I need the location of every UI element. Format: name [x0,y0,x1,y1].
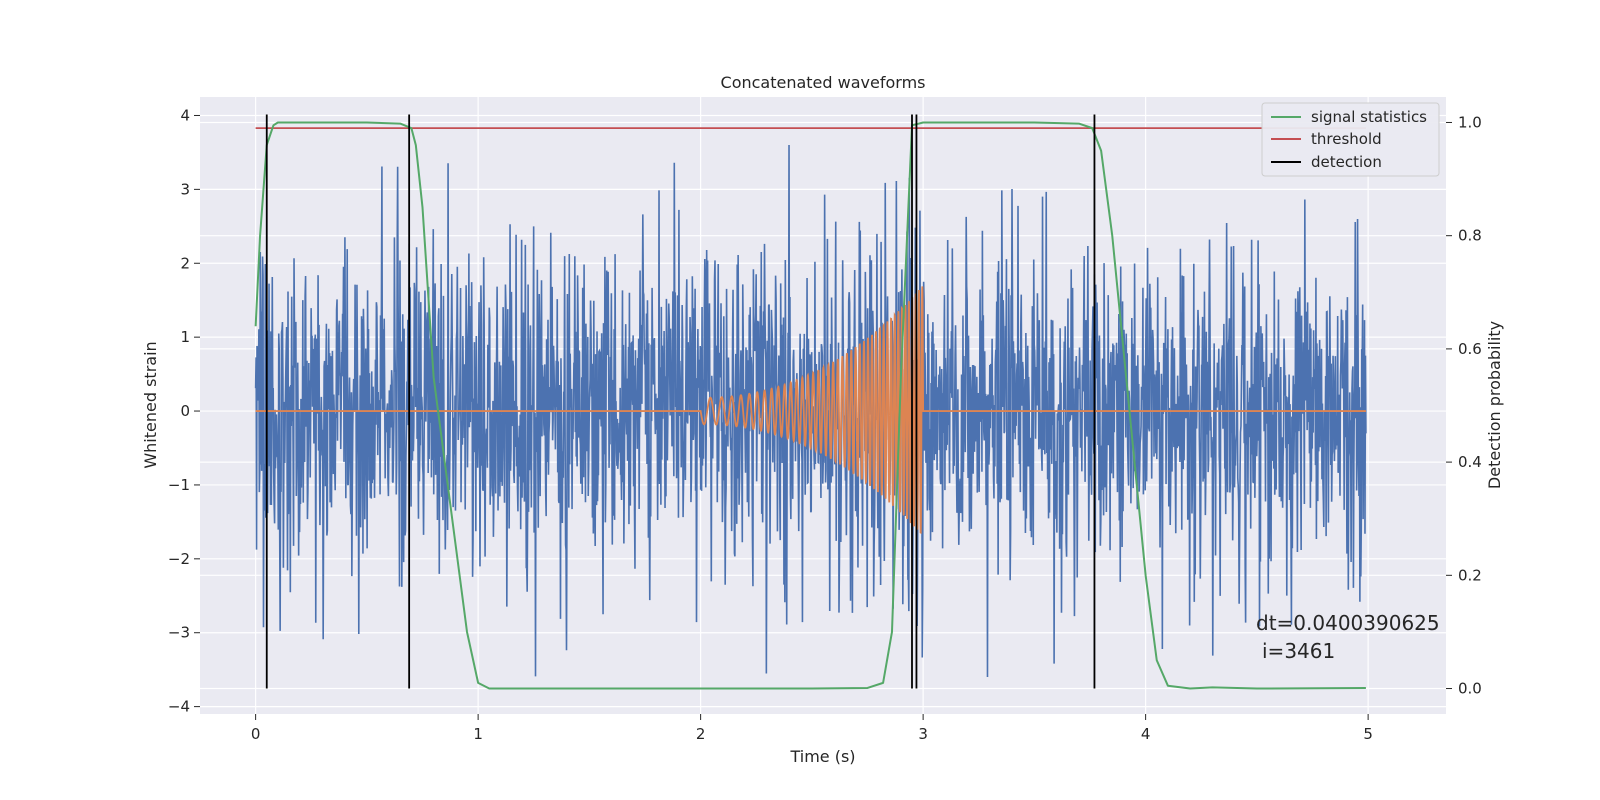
y-tick-label-left: 4 [180,106,190,124]
y-tick-label-left: −4 [168,698,190,716]
strain-noise-line [254,145,1367,678]
annotation-i: i=3461 [1262,639,1335,663]
signal-statistics-line [254,121,1366,690]
y-tick-label-left: 2 [180,254,190,272]
y-tick-label-left: −2 [168,550,190,568]
legend-entry-threshold: threshold [1311,130,1382,148]
x-tick-label: 2 [696,725,706,743]
legend-entry-detection: detection [1311,153,1382,171]
y-tick-label-left: 0 [180,402,190,420]
x-tick-label: 1 [473,725,483,743]
y-tick-label-right: 0.2 [1458,566,1482,584]
annotation-dt: dt=0.0400390625 [1256,611,1440,635]
legend-box [1261,102,1440,177]
legend: signal statistics threshold detection [1261,102,1440,177]
y-tick-label-right: 1.0 [1458,113,1482,131]
y-tick-label-right: 0.6 [1458,340,1482,358]
chart-title: Concatenated waveforms [721,73,926,92]
y-tick-label-right: 0.0 [1458,680,1482,698]
y-tick-label-left: −1 [168,476,190,494]
y-axis-label-right: Detection probability [1485,321,1504,489]
y-tick-label-right: 0.8 [1458,227,1482,245]
x-tick-label: 0 [251,725,261,743]
data-layer [254,114,1367,690]
y-axis-label-left: Whitened strain [141,341,160,468]
template-chirp-line [255,286,1366,535]
y-tick-label-left: 3 [180,180,190,198]
ticks: 0 1 2 3 4 5 −4 −3 −2 −1 0 1 2 3 4 0.0 0.2 0.4 0.6 0.8 1.0 [168,106,1482,743]
y-tick-label-left: −3 [168,624,190,642]
x-tick-label: 4 [1141,725,1151,743]
y-tick-label-left: 1 [180,328,190,346]
y-tick-label-right: 0.4 [1458,453,1482,471]
x-tick-label: 5 [1363,725,1373,743]
x-tick-label: 3 [918,725,928,743]
legend-entry-signal-statistics: signal statistics [1311,108,1427,126]
x-axis-label: Time (s) [789,747,855,766]
